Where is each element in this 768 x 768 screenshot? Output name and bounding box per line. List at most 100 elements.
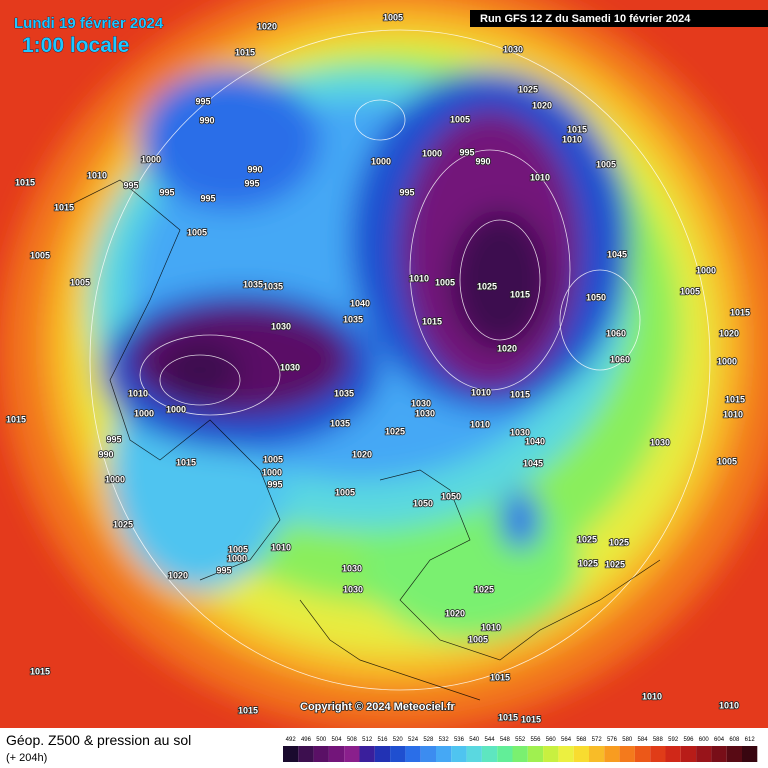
- isobar-label: 1015: [235, 47, 255, 57]
- isobar-label: 1025: [577, 534, 597, 544]
- scale-label: 556: [530, 737, 541, 743]
- isobar-label: 1035: [243, 279, 263, 289]
- isobar-label: 1045: [523, 458, 543, 468]
- scale-swatch: [451, 746, 467, 762]
- isobar-label: 1060: [610, 354, 630, 364]
- scale-swatch: [374, 746, 391, 762]
- isobar-label: 1060: [606, 328, 626, 338]
- isobar-label: 990: [98, 449, 113, 459]
- scale-swatch: [344, 746, 360, 762]
- isobar-label: 1010: [471, 387, 491, 397]
- isobar-label: 1025: [518, 84, 538, 94]
- scale-label: 568: [576, 737, 587, 743]
- scale-label: 544: [485, 737, 496, 743]
- isobar-label: 995: [216, 565, 231, 575]
- scale-swatch: [680, 746, 697, 762]
- scale-swatch: [650, 746, 666, 762]
- isobar-label: 1035: [330, 418, 350, 428]
- isobar-label: 1030: [280, 362, 300, 372]
- isobar-label: 1015: [521, 714, 541, 724]
- isobar-label: 1015: [510, 389, 530, 399]
- isobar-label: 1015: [725, 394, 745, 404]
- isobar-label: 1015: [30, 666, 50, 676]
- forecast-lead: (+ 204h): [6, 752, 47, 764]
- isobar-label: 995: [267, 479, 282, 489]
- isobar-label: 1010: [271, 542, 291, 552]
- isobar-label: 1025: [477, 281, 497, 291]
- isobar-label: 1015: [510, 289, 530, 299]
- scale-swatch: [481, 746, 498, 762]
- scale-label: 500: [316, 737, 327, 743]
- scale-label: 532: [439, 737, 450, 743]
- scale-label: 604: [714, 737, 725, 743]
- isobar-label: 1000: [422, 148, 442, 158]
- isobar-label: 1000: [134, 408, 154, 418]
- scale-swatch: [328, 746, 345, 762]
- isobar-label: 1010: [87, 170, 107, 180]
- isobar-label: 995: [106, 434, 121, 444]
- isobar-label: 1035: [334, 388, 354, 398]
- isobar-label: 1015: [490, 672, 510, 682]
- scale-swatch: [634, 746, 651, 762]
- isobar-label: 1025: [474, 584, 494, 594]
- isobar-label: 1015: [6, 414, 26, 424]
- isobar-label: 1020: [719, 328, 739, 338]
- local-time: 1:00 locale: [22, 34, 129, 57]
- isobar-label: 990: [199, 115, 214, 125]
- scale-swatch: [726, 746, 742, 762]
- scale-label: 524: [408, 737, 419, 743]
- isobar-label: 1020: [497, 343, 517, 353]
- isobar-label: 1000: [227, 553, 247, 563]
- isobar-label: 1030: [650, 437, 670, 447]
- isobar-label: 1020: [352, 449, 372, 459]
- scale-label: 508: [347, 737, 358, 743]
- isobar-label: 1030: [343, 584, 363, 594]
- isobar-label: 995: [399, 187, 414, 197]
- scale-label: 600: [699, 737, 710, 743]
- scale-swatch: [619, 746, 635, 762]
- isobar-label: 1005: [30, 250, 50, 260]
- isobar-label: 1015: [176, 457, 196, 467]
- scale-swatch: [405, 746, 421, 762]
- isobar-label: 1045: [607, 249, 627, 259]
- scale-label: 588: [653, 737, 664, 743]
- scale-swatch: [604, 746, 620, 762]
- scale-label: 548: [500, 737, 511, 743]
- scale-swatch: [390, 746, 406, 762]
- isobar-label: 1005: [228, 544, 248, 554]
- isobar-label: 1035: [343, 314, 363, 324]
- scale-swatch: [527, 746, 544, 762]
- isobar-label: 1015: [422, 316, 442, 326]
- scale-swatch: [497, 746, 513, 762]
- scale-label: 612: [745, 737, 756, 743]
- isobar-label: 1035: [263, 281, 283, 291]
- isobar-label: 1000: [262, 467, 282, 477]
- scale-label: 536: [454, 737, 465, 743]
- isobar-label: 1000: [141, 154, 161, 164]
- isobar-label: 1025: [605, 559, 625, 569]
- isobar-label: 995: [459, 147, 474, 157]
- isobar-label: 1000: [696, 265, 716, 275]
- isobar-label: 1025: [113, 519, 133, 529]
- isobar-label: 1030: [342, 563, 362, 573]
- scale-swatch: [512, 746, 528, 762]
- isobar-label: 1025: [609, 537, 629, 547]
- isobar-label: 1040: [525, 436, 545, 446]
- isobar-label: 1000: [105, 474, 125, 484]
- isobar-label: 1005: [596, 159, 616, 169]
- isobar-label: 1020: [532, 100, 552, 110]
- scale-swatch: [589, 746, 605, 762]
- isobar-label: 1020: [168, 570, 188, 580]
- isobar-label: 1010: [642, 691, 662, 701]
- scale-swatch: [359, 746, 375, 762]
- scale-swatch: [298, 746, 314, 762]
- scale-label: 512: [362, 737, 373, 743]
- scale-label: 496: [301, 737, 312, 743]
- scale-label: 564: [561, 737, 572, 743]
- isobar-label: 1030: [510, 427, 530, 437]
- isobar-label: 1005: [680, 286, 700, 296]
- isobar-label: 995: [123, 180, 138, 190]
- isobar-label: 1005: [70, 277, 90, 287]
- isobar-label: 995: [244, 178, 259, 188]
- scale-swatch: [420, 746, 436, 762]
